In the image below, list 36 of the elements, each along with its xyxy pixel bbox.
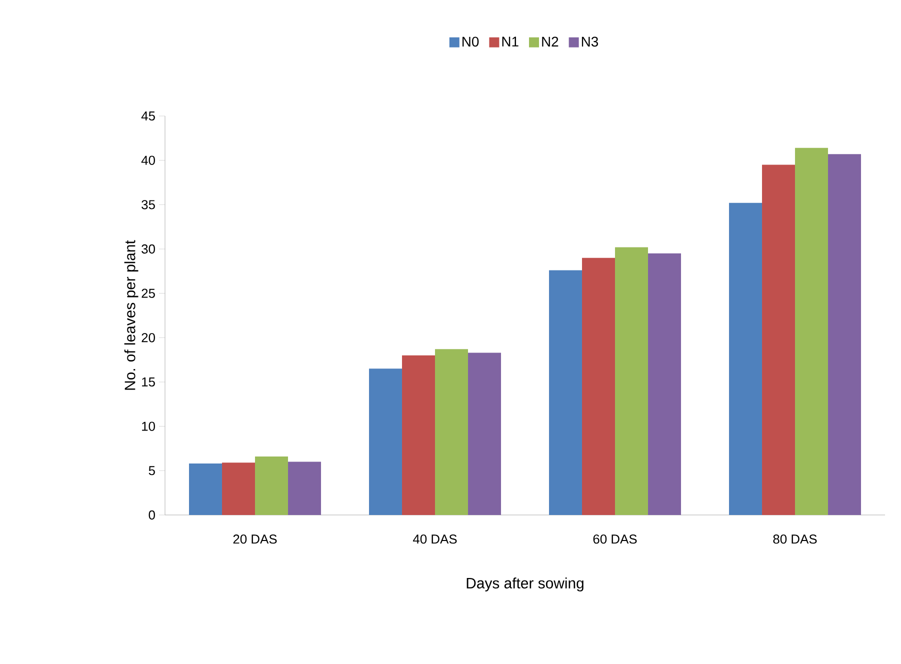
bar — [762, 164, 796, 515]
y-axis-title: No. of leaves per plant — [124, 240, 138, 390]
y-tick-label: 25 — [142, 288, 155, 298]
bar — [222, 462, 256, 515]
bar — [468, 352, 502, 515]
legend-label: N0 — [462, 36, 479, 47]
bar — [435, 349, 468, 515]
x-tick-label: 20 DAS — [233, 534, 277, 544]
x-tick-label: 40 DAS — [412, 534, 457, 544]
y-tick-label: 15 — [142, 377, 155, 386]
bar — [582, 258, 616, 515]
bar — [729, 202, 762, 515]
bar — [255, 456, 288, 515]
y-tick-label: 30 — [142, 244, 155, 254]
bar — [549, 270, 582, 515]
y-tick-label: 10 — [142, 422, 155, 431]
legend-label: N3 — [582, 36, 598, 47]
y-tick-label: 0 — [148, 510, 155, 520]
bar — [189, 464, 222, 515]
bar — [615, 247, 648, 515]
legend-label: N2 — [542, 36, 558, 46]
y-tick-label: 20 — [142, 333, 155, 342]
bar — [648, 253, 682, 515]
bar — [402, 355, 436, 515]
y-tick-label: 35 — [142, 200, 155, 210]
x-tick-label: 80 DAS — [773, 534, 817, 544]
y-tick-label: 5 — [148, 466, 155, 476]
bar — [369, 368, 402, 515]
y-tick-label: 40 — [141, 156, 155, 165]
bar — [795, 148, 828, 515]
bar — [288, 462, 322, 515]
legend-label: N1 — [502, 36, 518, 46]
x-axis-title: Days after sowing — [466, 578, 584, 592]
y-tick-label: 45 — [141, 111, 155, 121]
bar — [828, 154, 862, 515]
x-tick-label: 60 DAS — [593, 534, 637, 544]
